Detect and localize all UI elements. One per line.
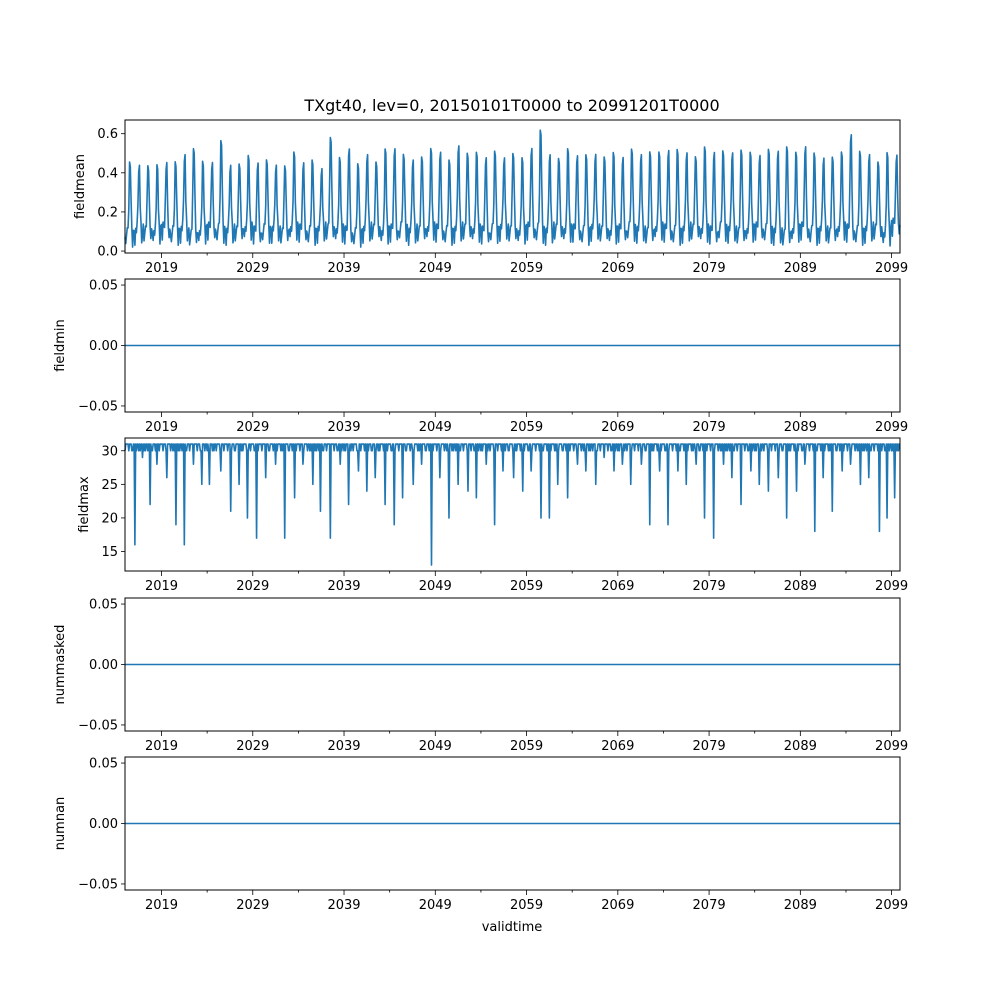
plot-frame-fieldmean bbox=[124, 119, 901, 254]
x-tick-label: 2079 bbox=[693, 261, 726, 276]
y-tick-label-nummasked: 0.00 bbox=[89, 658, 118, 673]
y-tick-label-fieldmax: 30 bbox=[101, 444, 118, 459]
chart-title: TXgt40, lev=0, 20150101T0000 to 20991201… bbox=[303, 96, 719, 115]
x-tick-label: 2029 bbox=[236, 739, 269, 754]
x-tick-label: 2029 bbox=[236, 579, 269, 594]
x-tick-label: 2069 bbox=[601, 739, 634, 754]
x-tick-label: 2079 bbox=[693, 420, 726, 435]
subplot-fieldmax: 15 20 25 30 fieldmax 2019 2029 2039 2049 2059 2069… bbox=[77, 437, 908, 594]
x-tick-label: 2099 bbox=[875, 898, 908, 913]
x-tick-label: 2079 bbox=[693, 579, 726, 594]
x-tick-label: 2079 bbox=[693, 739, 726, 754]
x-tick-label: 2039 bbox=[327, 420, 360, 435]
y-axis-label-nummasked: nummasked bbox=[53, 625, 68, 705]
x-tick-label: 2089 bbox=[784, 579, 817, 594]
x-tick-label: 2079 bbox=[693, 898, 726, 913]
plot-frame-fieldmax bbox=[124, 437, 901, 572]
x-tick-label: 2059 bbox=[510, 579, 543, 594]
x-tick-label: 2059 bbox=[510, 420, 543, 435]
x-tick-label: 2049 bbox=[419, 420, 452, 435]
y-tick-label-fieldmin: −0.05 bbox=[78, 399, 118, 414]
x-tick-label: 2019 bbox=[145, 579, 178, 594]
subplot-numnan: −0.05 0.00 0.05 numnan 2019 2029 2039 2049 2059 2… bbox=[53, 756, 908, 913]
x-tick-label: 2089 bbox=[784, 739, 817, 754]
y-axis-label-fieldmin: fieldmin bbox=[53, 319, 68, 372]
y-axis-label-fieldmax: fieldmax bbox=[77, 476, 92, 533]
y-tick-label-numnan: 0.00 bbox=[89, 817, 118, 832]
x-tick-label: 2049 bbox=[419, 739, 452, 754]
y-tick-label-fieldmin: 0.00 bbox=[89, 339, 118, 354]
x-tick-label: 2089 bbox=[784, 420, 817, 435]
y-tick-label-fieldmax: 20 bbox=[101, 511, 118, 526]
y-tick-label-fieldmean: 0.2 bbox=[97, 205, 118, 220]
x-tick-label: 2019 bbox=[145, 420, 178, 435]
x-tick-label: 2039 bbox=[327, 579, 360, 594]
x-tick-label: 2069 bbox=[601, 261, 634, 276]
x-tick-label: 2099 bbox=[875, 579, 908, 594]
y-tick-label-nummasked: −0.05 bbox=[78, 718, 118, 733]
x-tick-label: 2099 bbox=[875, 420, 908, 435]
x-tick-label: 2099 bbox=[875, 739, 908, 754]
x-tick-label: 2039 bbox=[327, 739, 360, 754]
x-tick-label: 2069 bbox=[601, 579, 634, 594]
y-axis-label-numnan: numnan bbox=[53, 797, 68, 851]
x-tick-label: 2069 bbox=[601, 898, 634, 913]
y-tick-label-numnan: 0.05 bbox=[89, 757, 118, 772]
y-tick-label-fieldmean: 0.6 bbox=[97, 127, 118, 142]
y-tick-label-fieldmean: 0.0 bbox=[97, 245, 118, 260]
x-tick-label: 2019 bbox=[145, 739, 178, 754]
x-tick-label: 2049 bbox=[419, 261, 452, 276]
x-tick-label: 2069 bbox=[601, 420, 634, 435]
y-tick-label-fieldmax: 15 bbox=[101, 545, 118, 560]
x-tick-label: 2089 bbox=[784, 898, 817, 913]
x-tick-label: 2039 bbox=[327, 898, 360, 913]
x-tick-label: 2049 bbox=[419, 579, 452, 594]
x-tick-label: 2029 bbox=[236, 898, 269, 913]
x-tick-label: 2059 bbox=[510, 898, 543, 913]
x-tick-label: 2059 bbox=[510, 261, 543, 276]
subplot-nummasked: −0.05 0.00 0.05 nummasked 2019 2029 2039 2049 20… bbox=[53, 597, 908, 754]
x-tick-label: 2049 bbox=[419, 898, 452, 913]
series-line-fieldmax bbox=[124, 443, 901, 566]
subplot-fieldmin: −0.05 0.00 0.05 fieldmin 2019 2029 2039 2049 205… bbox=[53, 278, 908, 435]
y-tick-label-nummasked: 0.05 bbox=[89, 598, 118, 613]
x-tick-label: 2059 bbox=[510, 739, 543, 754]
subplot-fieldmean: 0.0 0.2 0.4 0.6 fieldmean 2019 2029 2039 2049 205… bbox=[73, 119, 908, 276]
x-tick-label: 2029 bbox=[236, 420, 269, 435]
x-tick-label: 2029 bbox=[236, 261, 269, 276]
x-tick-label: 2099 bbox=[875, 261, 908, 276]
y-tick-label-numnan: −0.05 bbox=[78, 877, 118, 892]
y-tick-label-fieldmean: 0.4 bbox=[97, 166, 118, 181]
x-tick-label: 2039 bbox=[327, 261, 360, 276]
y-tick-label-fieldmax: 25 bbox=[101, 478, 118, 493]
y-tick-label-fieldmin: 0.05 bbox=[89, 279, 118, 294]
x-tick-label: 2089 bbox=[784, 261, 817, 276]
x-tick-label: 2019 bbox=[145, 898, 178, 913]
x-tick-label: 2019 bbox=[145, 261, 178, 276]
series-line-fieldmean bbox=[124, 129, 901, 248]
y-axis-label-fieldmean: fieldmean bbox=[73, 154, 88, 219]
x-axis-label: validtime bbox=[482, 920, 543, 935]
subplot-stack: 0.0 0.2 0.4 0.6 fieldmean 2019 2029 2039 2049 205… bbox=[53, 119, 908, 913]
